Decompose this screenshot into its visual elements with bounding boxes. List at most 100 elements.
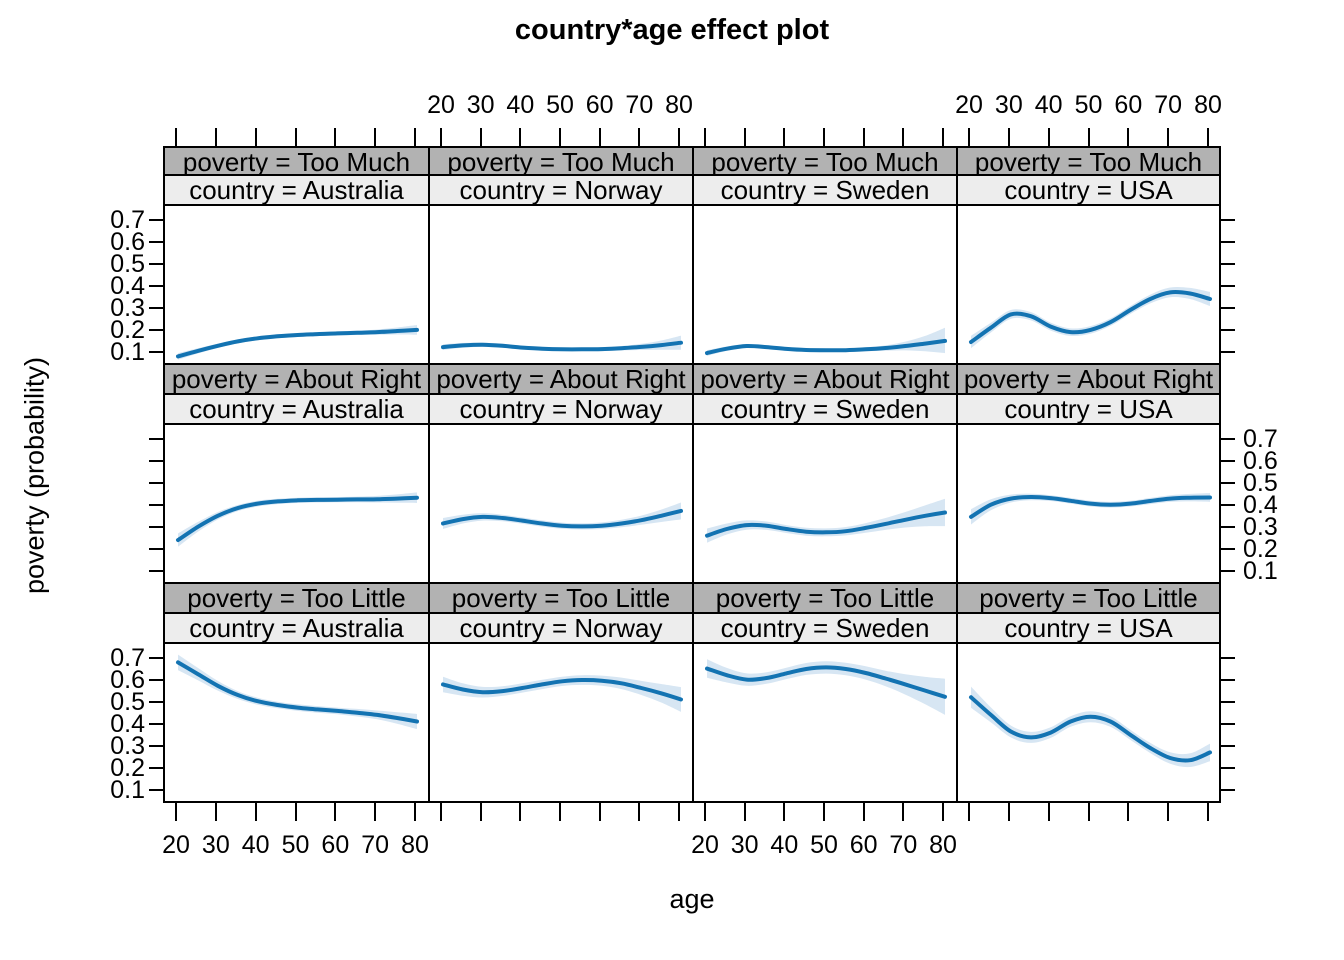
panel-plot [441, 502, 683, 530]
x-axis-tick [1167, 128, 1170, 146]
x-axis-tick [374, 128, 377, 146]
x-tick-label-bottom: 50 [810, 831, 838, 859]
x-axis-tick [743, 128, 746, 146]
x-axis-tick [440, 803, 442, 821]
x-axis-tick [414, 128, 416, 146]
x-tick-label-top: 30 [466, 91, 495, 119]
x-tick-label-top: 20 [955, 91, 983, 119]
y-axis-tick [149, 788, 163, 791]
fit-line [969, 289, 1212, 345]
x-axis-tick [294, 128, 297, 146]
x-tick-label-bottom: 40 [770, 831, 799, 859]
x-axis-tick [1127, 803, 1130, 821]
x-axis-tick [214, 803, 217, 821]
x-axis-tick [1127, 128, 1130, 146]
strip-poverty: poverty = Too Little [163, 584, 428, 614]
x-tick-label-bottom: 40 [241, 831, 270, 859]
x-tick-label-top: 50 [546, 91, 574, 119]
y-tick-label-left: 0.5 [110, 687, 145, 716]
strip-country: country = Sweden [692, 614, 956, 644]
x-tick-label-bottom: 80 [401, 831, 429, 859]
x-tick-label-top: 70 [625, 91, 654, 119]
fit-line [705, 665, 947, 699]
x-tick-label-bottom: 70 [361, 831, 390, 859]
chart-title: country*age effect plot [514, 14, 830, 46]
y-axis-tick [149, 722, 163, 725]
x-tick-label-top: 30 [994, 91, 1023, 119]
x-axis-tick [1207, 803, 1209, 821]
panel-plot [969, 493, 1212, 525]
y-tick-label-left: 0.1 [110, 337, 145, 366]
x-tick-label-top: 20 [427, 91, 455, 119]
y-tick-label-right: 0.7 [1243, 424, 1278, 453]
strip-poverty: poverty = Too Little [956, 584, 1221, 614]
x-axis-tick [783, 128, 786, 146]
panel-plot [441, 675, 683, 712]
panel-plot [969, 686, 1212, 768]
x-axis-tick [1167, 803, 1170, 821]
x-axis-tick [1047, 803, 1050, 821]
x-axis-tick [704, 803, 706, 821]
fit-line [441, 340, 683, 352]
y-axis-tick [1221, 284, 1235, 287]
panel [692, 425, 956, 584]
x-axis-tick [414, 803, 416, 821]
x-tick-label-bottom: 20 [162, 831, 190, 859]
panel-plot [176, 325, 419, 360]
fit-line [176, 495, 419, 543]
strip-country: country = USA [956, 395, 1221, 425]
x-axis-tick [1087, 803, 1090, 821]
y-axis-tick [149, 437, 163, 440]
x-axis-tick [1047, 128, 1050, 146]
strip-poverty: poverty = Too Much [428, 146, 692, 176]
x-axis-tick [175, 128, 177, 146]
y-axis-tick [149, 240, 163, 243]
x-axis-tick [559, 128, 561, 146]
strip-country: country = Norway [428, 614, 692, 644]
panel [428, 206, 692, 365]
fit-line [176, 327, 419, 359]
y-axis-tick [1221, 240, 1235, 243]
x-tick-label-bottom: 50 [281, 831, 310, 859]
panel-plot [969, 286, 1212, 349]
y-axis-tick [149, 744, 163, 747]
fit-line [441, 677, 683, 702]
x-axis-tick [902, 128, 905, 146]
fit-line [705, 338, 947, 356]
y-axis-tick [149, 306, 163, 309]
x-axis-tick [254, 803, 257, 821]
y-axis-tick [1221, 503, 1235, 506]
x-tick-label-top: 50 [1074, 91, 1103, 119]
x-axis-tick [440, 128, 442, 146]
y-axis-tick [149, 503, 163, 506]
strip-poverty: poverty = Too Much [692, 146, 956, 176]
y-axis-tick [149, 350, 163, 353]
y-axis-tick [149, 766, 163, 769]
y-axis-tick [149, 656, 163, 659]
panel [692, 206, 956, 365]
y-axis-tick [1221, 547, 1235, 550]
strip-country: country = Sweden [692, 395, 956, 425]
x-axis-tick [1007, 803, 1010, 821]
panel [956, 206, 1221, 365]
strip-poverty: poverty = About Right [956, 365, 1221, 395]
panel [163, 644, 428, 803]
panel-plot [705, 659, 947, 715]
x-axis-tick [862, 128, 865, 146]
y-axis-tick [1221, 678, 1235, 681]
x-tick-label-top: 60 [1114, 91, 1143, 119]
x-tick-label-bottom: 20 [691, 831, 719, 859]
strip-poverty: poverty = Too Much [163, 146, 428, 176]
x-axis-tick [743, 803, 746, 821]
x-tick-label-bottom: 70 [889, 831, 918, 859]
x-axis-tick [294, 803, 297, 821]
y-tick-label-left: 0.3 [110, 293, 145, 322]
y-axis-tick [149, 328, 163, 331]
fit-line [176, 660, 419, 724]
y-axis-tick [1221, 656, 1235, 659]
y-tick-label-left: 0.6 [110, 665, 145, 694]
x-tick-label-bottom: 80 [929, 831, 957, 859]
y-axis-tick [1221, 766, 1235, 769]
fit-line [969, 494, 1212, 519]
panel [956, 644, 1221, 803]
